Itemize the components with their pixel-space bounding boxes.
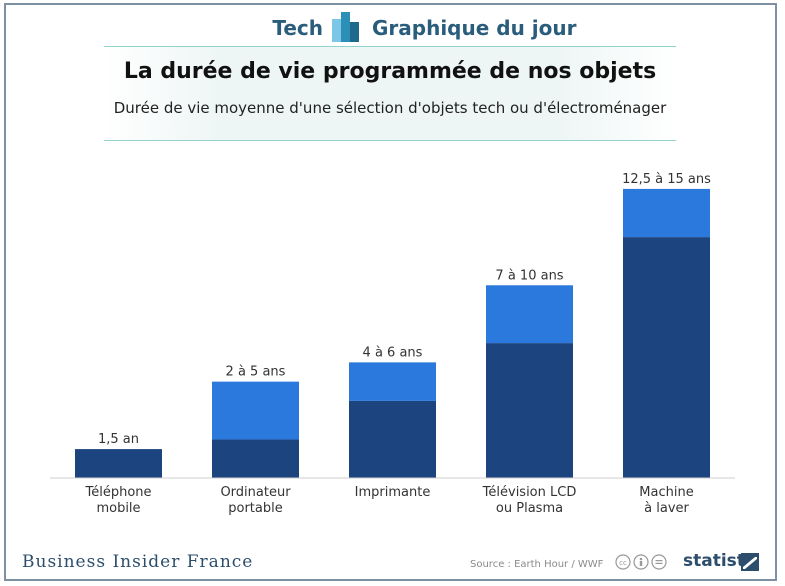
brand-logo: Business Insider France — [22, 552, 254, 572]
bar-range-1 — [212, 381, 299, 440]
header-tech-label: Tech — [272, 16, 323, 40]
chart-subtitle: Durée de vie moyenne d'une sélection d'o… — [113, 99, 667, 117]
category-label-0-1: mobile — [96, 501, 140, 516]
category-label-3-1: ou Plasma — [496, 501, 563, 516]
chart-title: La durée de vie programmée de nos objets — [123, 59, 657, 84]
bar-min-2 — [349, 400, 436, 478]
category-label-4-0: Machine — [639, 485, 693, 500]
data-label-1: 2 à 5 ans — [226, 365, 286, 380]
bar-min-0 — [75, 449, 162, 478]
data-label-3: 7 à 10 ans — [495, 268, 563, 283]
category-label-3-0: Télévision LCD — [482, 485, 577, 500]
data-label-0: 1,5 an — [98, 432, 139, 447]
header-graphique-label: Graphique du jour — [372, 16, 577, 40]
creative-commons-icon: cc — [615, 554, 667, 570]
chart-logo-icon — [332, 12, 359, 42]
bar-min-1 — [212, 439, 299, 478]
title-box: La durée de vie programmée de nos objets… — [104, 46, 676, 141]
bar-min-4 — [623, 237, 710, 478]
svg-text:cc: cc — [619, 559, 627, 567]
source-note: Source : Earth Hour / WWF — [470, 559, 604, 570]
category-label-2-0: Imprimante — [355, 485, 431, 500]
chart-frame — [4, 3, 777, 581]
header: Tech Graphique du jour — [0, 10, 785, 46]
bar-min-3 — [486, 343, 573, 478]
bar-range-4 — [623, 188, 710, 238]
bar-range-2 — [349, 362, 436, 401]
category-label-1-0: Ordinateur — [220, 485, 291, 500]
category-label-0-0: Téléphone — [84, 485, 151, 500]
data-label-4: 12,5 à 15 ans — [622, 172, 711, 187]
category-label-4-1: à laver — [644, 501, 689, 516]
statista-mark-icon — [741, 553, 759, 571]
category-label-1-1: portable — [228, 501, 282, 516]
statista-logo: statista — [683, 551, 757, 571]
data-label-2: 4 à 6 ans — [363, 345, 423, 360]
bar-range-3 — [486, 285, 573, 344]
